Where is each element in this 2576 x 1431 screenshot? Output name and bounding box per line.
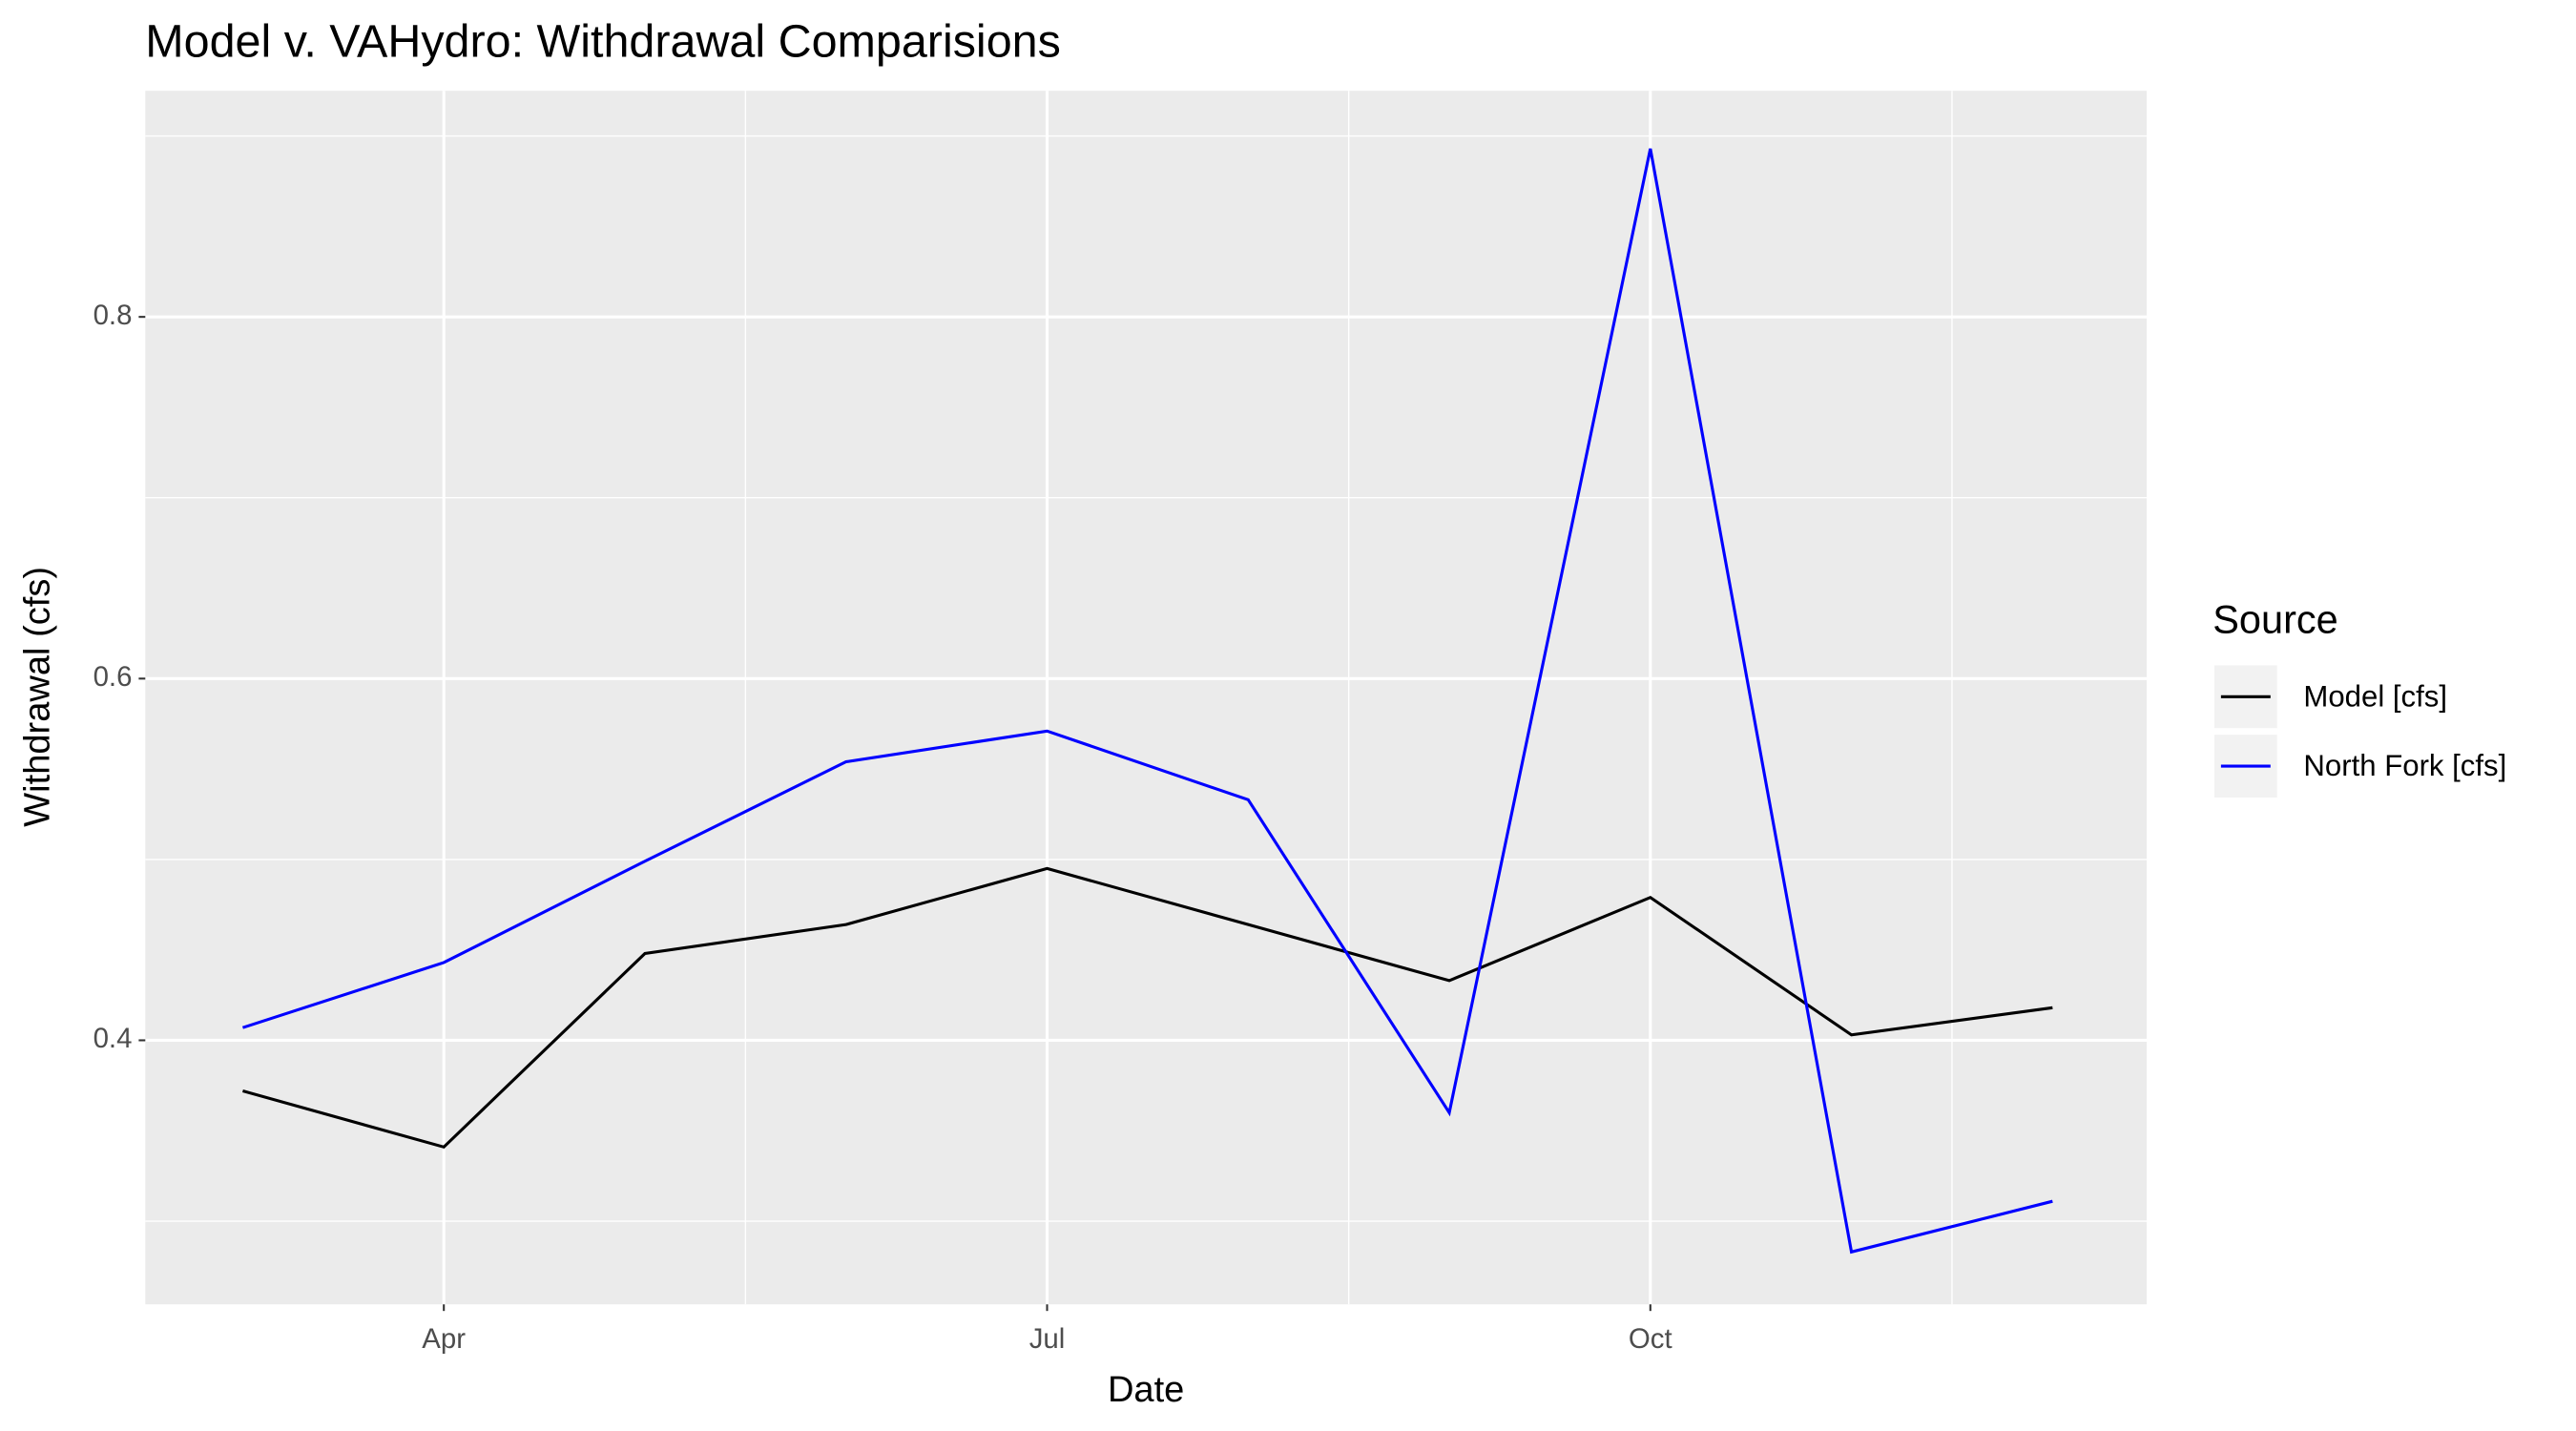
y-tick-label: 0.6 (93, 661, 133, 693)
legend-label: North Fork [cfs] (2303, 749, 2506, 782)
x-tick-label: Apr (422, 1323, 466, 1355)
x-tick-label: Jul (1029, 1323, 1066, 1355)
chart-title: Model v. VAHydro: Withdrawal Comparision… (145, 16, 1061, 68)
series-line (241, 148, 2053, 1255)
plot-panel (145, 91, 2148, 1305)
legend-label: Model [cfs] (2303, 679, 2447, 713)
y-tick-label: 0.8 (93, 300, 133, 331)
series-line (242, 866, 2053, 1150)
x-axis-title: Date (1108, 1370, 1184, 1410)
x-tick-label: Oct (1629, 1323, 1672, 1355)
y-axis-title: Withdrawal (cfs) (18, 567, 58, 827)
y-tick-label: 0.4 (93, 1023, 133, 1054)
legend-title: Source (2212, 596, 2338, 641)
